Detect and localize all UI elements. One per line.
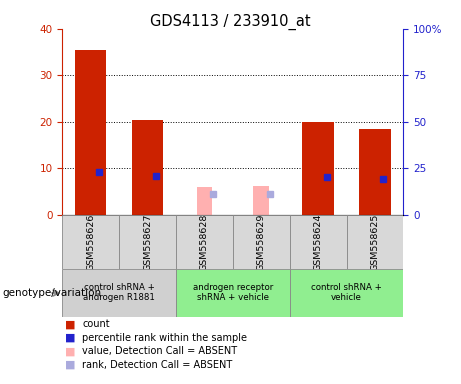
Bar <box>233 215 290 269</box>
Bar <box>254 186 269 215</box>
Text: count: count <box>82 319 110 329</box>
Bar <box>347 215 403 269</box>
Bar <box>302 122 334 215</box>
Bar <box>62 215 119 269</box>
Bar <box>359 129 390 215</box>
Bar <box>132 119 163 215</box>
Text: ■: ■ <box>65 319 75 329</box>
Text: control shRNA +
androgen R1881: control shRNA + androgen R1881 <box>83 283 155 303</box>
Text: ■: ■ <box>65 333 75 343</box>
Text: percentile rank within the sample: percentile rank within the sample <box>82 333 247 343</box>
Text: GSM558629: GSM558629 <box>257 213 266 271</box>
Text: GSM558624: GSM558624 <box>313 213 323 271</box>
Bar <box>290 269 403 317</box>
Text: ■: ■ <box>65 360 75 370</box>
Bar <box>62 269 176 317</box>
Text: ■: ■ <box>65 346 75 356</box>
Bar <box>290 215 347 269</box>
Text: control shRNA +
vehicle: control shRNA + vehicle <box>311 283 382 303</box>
Text: GDS4113 / 233910_at: GDS4113 / 233910_at <box>150 13 311 30</box>
Bar <box>196 187 212 215</box>
Bar <box>119 215 176 269</box>
Text: GSM558626: GSM558626 <box>86 213 95 271</box>
Text: genotype/variation: genotype/variation <box>2 288 101 298</box>
Bar <box>176 269 290 317</box>
Text: GSM558625: GSM558625 <box>371 213 379 271</box>
Text: GSM558628: GSM558628 <box>200 213 209 271</box>
Bar <box>176 215 233 269</box>
Text: androgen receptor
shRNA + vehicle: androgen receptor shRNA + vehicle <box>193 283 273 303</box>
Text: value, Detection Call = ABSENT: value, Detection Call = ABSENT <box>82 346 237 356</box>
Bar <box>75 50 106 215</box>
Text: rank, Detection Call = ABSENT: rank, Detection Call = ABSENT <box>82 360 232 370</box>
Text: GSM558627: GSM558627 <box>143 213 152 271</box>
